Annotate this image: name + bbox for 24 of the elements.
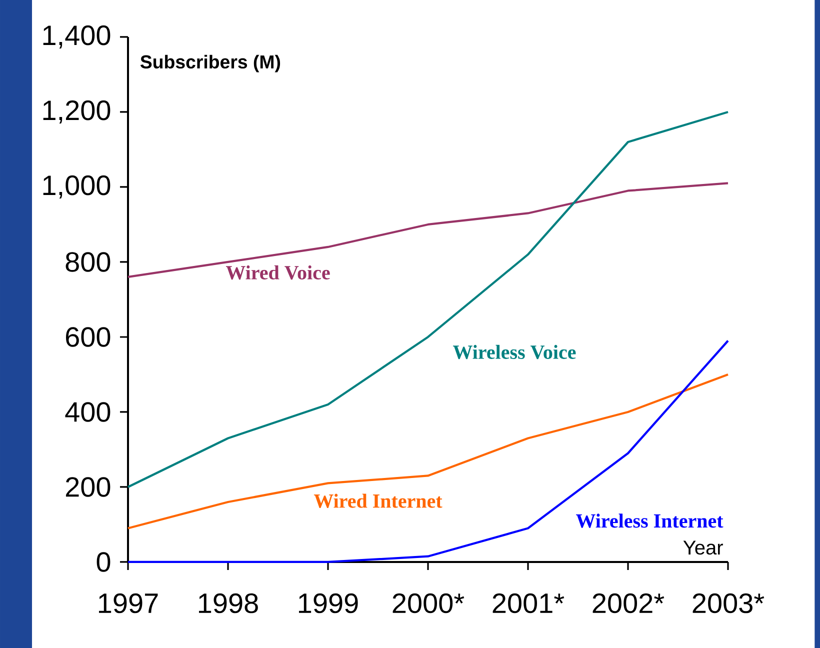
y-axis-title: Subscribers (M) (140, 54, 280, 72)
y-tick-label: 1,200 (43, 100, 110, 124)
series-label: Wireless Internet (576, 514, 724, 528)
line-series (126, 110, 730, 488)
line-series (126, 373, 730, 530)
line-series (126, 182, 730, 278)
x-axis-title: Year (683, 540, 723, 555)
x-tick-label: 1998 (198, 593, 258, 614)
y-tick-label: 0 (96, 552, 110, 572)
x-tick-label: 2001* (492, 593, 564, 614)
y-tick-label: 800 (66, 252, 110, 272)
y-tick-label: 1,400 (43, 25, 110, 49)
x-tick-label: 2003* (692, 593, 764, 614)
x-tick-label: 1999 (298, 593, 358, 614)
x-tick-label: 1997 (98, 593, 158, 614)
series-label: Wireless Voice (453, 344, 576, 360)
y-tick-label: 600 (66, 327, 110, 347)
x-tick-label: 2000* (392, 593, 464, 614)
y-tick-label: 400 (65, 402, 110, 422)
series-label: Wired Internet (314, 494, 442, 508)
y-tick-label: 1,000 (43, 175, 110, 199)
x-tick-label: 2002* (592, 593, 664, 614)
series-label: Wired Voice (226, 265, 330, 280)
y-tick-label: 200 (66, 477, 110, 497)
